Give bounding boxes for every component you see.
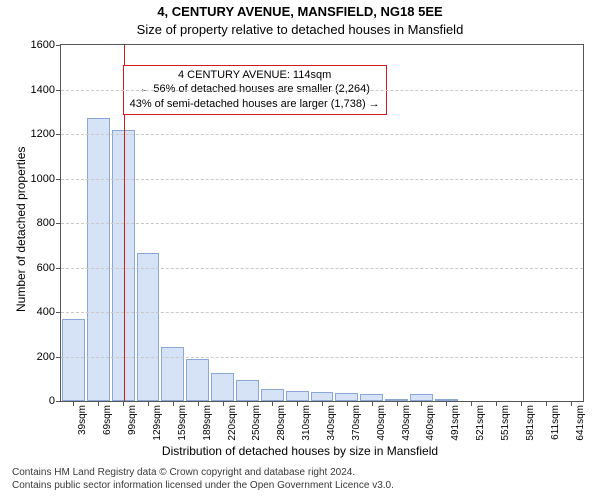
x-tick-label: 280sqm [276,405,287,441]
chart-plot-area: 4 CENTURY AVENUE: 114sqm← 56% of detache… [60,44,584,402]
bar [112,130,135,401]
y-tick-label: 800 [37,217,55,229]
y-tick-label: 600 [37,262,55,274]
x-tick-mark [173,401,174,406]
x-axis-caption: Distribution of detached houses by size … [0,444,600,458]
title-line-2: Size of property relative to detached ho… [0,22,600,37]
y-tick-mark [56,134,61,135]
gridline [61,268,583,269]
x-tick-label: 611sqm [550,405,561,440]
x-tick-label: 159sqm [177,405,188,441]
gridline [61,90,583,91]
bar [261,389,284,401]
y-tick-label: 0 [49,395,55,407]
x-tick-mark [496,401,497,406]
x-tick-mark [148,401,149,406]
x-tick-label: 39sqm [77,405,88,435]
footer-attribution: Contains HM Land Registry data © Crown c… [12,466,588,492]
x-tick-label: 189sqm [202,405,213,441]
x-tick-mark [247,401,248,406]
x-tick-mark [98,401,99,406]
x-tick-label: 581sqm [525,405,536,441]
y-tick-mark [56,90,61,91]
y-tick-label: 1400 [31,84,55,96]
x-tick-label: 99sqm [127,405,138,435]
x-tick-label: 430sqm [401,405,412,441]
x-tick-label: 340sqm [326,405,337,441]
x-tick-label: 129sqm [152,405,163,441]
title-line-1: 4, CENTURY AVENUE, MANSFIELD, NG18 5EE [0,4,600,19]
x-tick-mark [571,401,572,406]
y-tick-label: 1000 [31,173,55,185]
bar [335,393,358,401]
x-tick-mark [421,401,422,406]
bar [161,347,184,402]
bar [311,392,334,401]
bar [186,359,209,401]
x-tick-mark [123,401,124,406]
x-tick-label: 521sqm [475,405,486,441]
y-tick-mark [56,45,61,46]
x-tick-mark [397,401,398,406]
y-tick-label: 400 [37,306,55,318]
x-tick-mark [546,401,547,406]
x-tick-mark [297,401,298,406]
y-axis-label: Number of detached properties [14,147,28,312]
y-tick-mark [56,357,61,358]
gridline [61,312,583,313]
bar [360,394,383,401]
bar [286,391,309,401]
x-tick-label: 310sqm [301,405,312,441]
x-tick-label: 250sqm [251,405,262,441]
x-tick-label: 370sqm [351,405,362,441]
y-tick-mark [56,268,61,269]
x-tick-mark [471,401,472,406]
y-tick-label: 1600 [31,39,55,51]
y-tick-mark [56,312,61,313]
y-tick-mark [56,223,61,224]
footer-line-2: Contains public sector information licen… [12,479,588,492]
x-tick-label: 641sqm [575,405,586,441]
x-tick-label: 491sqm [450,405,461,441]
x-tick-mark [372,401,373,406]
x-tick-mark [347,401,348,406]
gridline [61,134,583,135]
bar [236,380,259,401]
y-tick-label: 1200 [31,128,55,140]
gridline [61,179,583,180]
x-tick-mark [272,401,273,406]
x-tick-mark [223,401,224,406]
annotation-line: 4 CENTURY AVENUE: 114sqm [130,68,380,83]
bar [410,394,433,401]
x-tick-mark [446,401,447,406]
annotation-line: 43% of semi-detached houses are larger (… [130,97,380,112]
footer-line-1: Contains HM Land Registry data © Crown c… [12,466,588,479]
gridline [61,357,583,358]
x-tick-mark [198,401,199,406]
x-tick-mark [73,401,74,406]
x-tick-label: 551sqm [500,405,511,441]
bar [62,319,85,401]
y-tick-mark [56,401,61,402]
gridline [61,223,583,224]
x-tick-label: 460sqm [425,405,436,441]
bar [137,253,160,401]
x-tick-mark [521,401,522,406]
x-tick-label: 69sqm [102,405,113,435]
y-tick-mark [56,179,61,180]
bar [211,373,234,401]
x-tick-label: 220sqm [227,405,238,441]
x-tick-label: 400sqm [376,405,387,441]
bar [87,118,110,401]
y-tick-label: 200 [37,351,55,363]
x-tick-mark [322,401,323,406]
